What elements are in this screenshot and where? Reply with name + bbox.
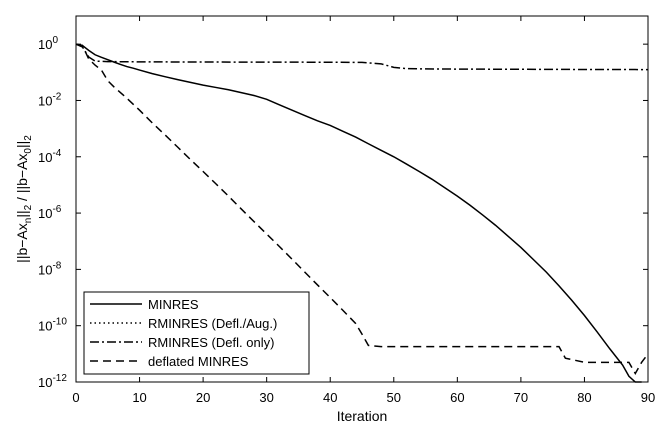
y-tick-label: 10-4 [38, 148, 62, 165]
x-tick-label: 80 [577, 390, 591, 405]
series-line-3 [75, 43, 649, 376]
x-tick-label: 0 [72, 390, 79, 405]
y-axis-label: ||b−Axn||2 / ||b−Ax0||2 [14, 135, 34, 263]
x-tick-label: 70 [514, 390, 528, 405]
x-tick-label: 30 [259, 390, 273, 405]
x-tick-label: 20 [196, 390, 210, 405]
tick-labels-layer: 0 10 20 30 40 50 60 70 80 90 100 10-2 10-4 10-6 10-8 10… [38, 35, 655, 405]
x-axis-label: Iteration [337, 408, 388, 424]
y-tick-label: 10-8 [38, 260, 62, 277]
x-tick-label: 60 [450, 390, 464, 405]
series-line-2 [75, 43, 649, 71]
legend-entry-3: deflated MINRES [148, 354, 249, 369]
legend-entry-0: MINRES [148, 297, 199, 312]
y-tick-label: 10-2 [38, 91, 62, 108]
series-layer [75, 43, 649, 383]
x-tick-label: 50 [387, 390, 401, 405]
ticks-layer [75, 16, 649, 383]
y-tick-label: 100 [38, 35, 58, 52]
x-tick-label: 40 [323, 390, 337, 405]
y-tick-label: 10-10 [38, 317, 67, 334]
legend: MINRES RMINRES (Defl./Aug.) RMINRES (Defl.… [83, 291, 310, 375]
plot-frame [75, 15, 649, 383]
x-tick-label: 10 [132, 390, 146, 405]
y-tick-label: 10-12 [38, 373, 67, 390]
y-tick-label: 10-6 [38, 204, 62, 221]
legend-entry-2: RMINRES (Defl. only) [148, 335, 274, 350]
series-line-0 [75, 43, 642, 383]
x-tick-label: 90 [641, 390, 655, 405]
legend-entry-1: RMINRES (Defl./Aug.) [148, 316, 277, 331]
